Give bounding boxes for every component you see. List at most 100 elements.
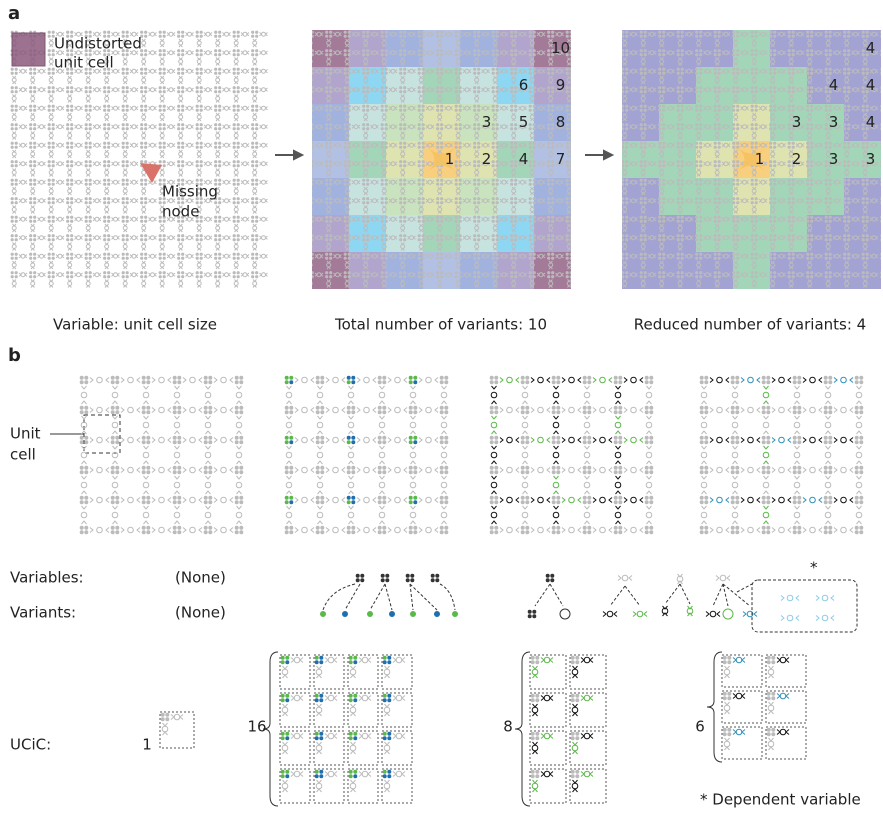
link	[286, 385, 292, 405]
node-dot	[346, 435, 351, 440]
variant-dot	[342, 611, 348, 617]
ucic-count: 16	[247, 718, 266, 736]
link-ring	[543, 656, 551, 664]
node-dot	[792, 530, 797, 535]
link	[522, 385, 528, 405]
link-ring	[281, 744, 289, 752]
link	[81, 415, 87, 435]
node-dot	[618, 530, 623, 535]
node-dot	[208, 375, 213, 380]
link	[325, 407, 346, 413]
link	[356, 467, 377, 473]
node-dot	[146, 440, 151, 445]
link-ring	[490, 421, 498, 429]
node-dot	[280, 736, 285, 741]
link	[491, 475, 497, 495]
link-ring	[173, 713, 181, 721]
link	[732, 729, 746, 735]
link	[358, 657, 372, 663]
link	[709, 497, 730, 503]
variant-number: 5	[519, 113, 529, 131]
node-dot	[353, 655, 358, 660]
node-dot	[649, 440, 654, 445]
link	[740, 467, 761, 473]
link	[236, 445, 242, 465]
node-dot	[613, 495, 618, 500]
node-dot	[704, 375, 709, 380]
node-dot	[551, 410, 556, 415]
node-dot	[535, 693, 540, 698]
node-dot	[408, 435, 413, 440]
node-dot	[382, 440, 387, 445]
node-dot	[613, 440, 618, 445]
node-dot	[314, 660, 319, 665]
node-dot	[382, 655, 387, 660]
variant-arcs	[712, 583, 751, 607]
node-dot	[854, 405, 859, 410]
node-dot	[649, 530, 654, 535]
node-dot	[320, 440, 325, 445]
node-dot	[618, 470, 623, 475]
link	[392, 771, 406, 777]
node-dot	[722, 732, 727, 737]
link	[350, 703, 356, 717]
variant-dot	[389, 611, 395, 617]
node-dot	[535, 698, 540, 703]
node-dot	[315, 495, 320, 500]
node-dot	[146, 495, 151, 500]
link	[213, 497, 234, 503]
ucic-box	[347, 654, 379, 690]
link-ring	[716, 496, 723, 504]
variant-green	[722, 608, 734, 620]
node-dot	[234, 500, 239, 505]
link	[561, 467, 582, 473]
node-dot	[699, 465, 704, 470]
node-dot	[320, 500, 325, 505]
link-ring	[700, 511, 708, 519]
node-dot	[520, 405, 525, 410]
link-ring	[606, 610, 614, 618]
link	[572, 703, 578, 717]
link	[561, 527, 582, 533]
link-ring	[614, 511, 622, 519]
node-dot	[766, 500, 771, 505]
link	[580, 733, 594, 739]
node-dot	[722, 727, 727, 732]
node-dot	[494, 375, 499, 380]
link-ring	[349, 706, 357, 714]
link-ring	[394, 526, 401, 534]
node-dot	[727, 696, 732, 701]
node-dot	[234, 470, 239, 475]
node-dot	[110, 410, 115, 415]
link	[182, 377, 203, 383]
link-ring	[301, 436, 308, 444]
node-dot	[348, 769, 353, 774]
node-dot	[387, 731, 392, 736]
link-ring	[127, 526, 134, 534]
node-dot	[351, 435, 356, 440]
node-dot	[494, 405, 499, 410]
link-ring	[327, 656, 335, 664]
link	[418, 497, 439, 503]
link-ring	[723, 740, 731, 748]
ucic-box	[347, 768, 379, 804]
link	[286, 415, 292, 435]
node-dot	[766, 465, 771, 470]
variant-number: 4	[519, 150, 529, 168]
node-dot	[699, 435, 704, 440]
node-dot	[410, 578, 415, 583]
link	[325, 437, 346, 443]
node-dot	[351, 380, 356, 385]
link	[584, 415, 590, 435]
link-ring	[793, 451, 801, 459]
node-dot	[289, 405, 294, 410]
link-ring	[383, 668, 391, 676]
node-dot	[613, 435, 618, 440]
link-ring	[361, 694, 369, 702]
node-dot	[854, 495, 859, 500]
link	[317, 445, 323, 465]
link-ring	[281, 782, 289, 790]
node-dot	[115, 530, 120, 535]
link-ring	[636, 610, 644, 618]
